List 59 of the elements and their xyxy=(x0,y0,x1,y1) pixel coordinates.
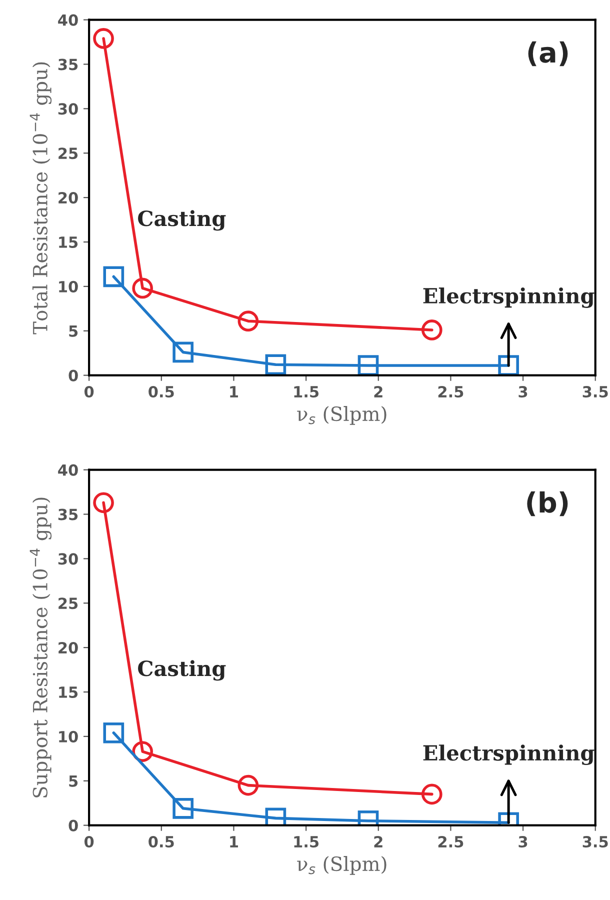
point xyxy=(265,354,286,376)
y-tick-label: 20 xyxy=(58,192,78,204)
text: (a) xyxy=(528,41,568,66)
y-tick-label: 10 xyxy=(59,280,78,292)
point xyxy=(93,492,114,514)
annotation: Electrspinning xyxy=(423,744,594,766)
x-axis-title: ν$_{s}$ (Slpm) xyxy=(297,406,386,425)
y-tick-label: 20 xyxy=(58,642,78,654)
annotation: Casting xyxy=(138,660,226,681)
y-axis-title: Total Resistance (10$^{−4}$ gpu) xyxy=(30,62,52,334)
y-tick-label: 35 xyxy=(58,508,78,520)
x-axis-title: ν$_{s}$ (Slpm) xyxy=(297,856,386,875)
x-tick-label: 0 xyxy=(84,386,94,398)
point xyxy=(421,320,442,340)
y-tick-label: 15 xyxy=(59,236,78,248)
y-tick-label: 5 xyxy=(69,776,78,787)
x-tick-label: 0.5 xyxy=(148,836,174,848)
point xyxy=(93,28,114,49)
point xyxy=(132,278,153,299)
x-tick-label: 2.5 xyxy=(438,836,464,848)
x-tick-label: 2 xyxy=(374,836,382,848)
y-axis-title: Support Resistance (10$^{−4}$ gpu) xyxy=(30,498,52,798)
point xyxy=(358,355,379,376)
text: (b) xyxy=(527,491,568,516)
y-tick-label: 5 xyxy=(69,326,78,337)
y-tick-label: 25 xyxy=(58,598,78,610)
point xyxy=(498,355,519,376)
x-tick-label: 1 xyxy=(230,836,238,848)
point xyxy=(238,774,259,796)
x-tick-label: 3 xyxy=(518,386,528,398)
annotation: Casting xyxy=(138,210,226,231)
point xyxy=(421,784,442,805)
x-tick-label: 1.5 xyxy=(294,386,319,398)
x-tick-label: 1.5 xyxy=(294,836,319,848)
x-tick-label: 2 xyxy=(374,386,382,398)
y-tick-label: 35 xyxy=(58,58,78,70)
y-tick-label: 40 xyxy=(58,464,78,476)
y-tick-label: 0 xyxy=(68,370,78,382)
annotation: Electrspinning xyxy=(423,287,594,308)
y-tick-label: 30 xyxy=(58,103,78,115)
x-tick-label: 3.5 xyxy=(582,386,608,398)
y-tick-label: 0 xyxy=(68,820,78,832)
y-tick-label: 40 xyxy=(58,14,78,26)
x-tick-label: 0.5 xyxy=(148,386,174,398)
x-tick-label: 3.5 xyxy=(582,836,608,848)
x-tick-label: 3 xyxy=(518,836,528,848)
point xyxy=(103,266,124,288)
point xyxy=(103,722,124,744)
y-tick-label: 25 xyxy=(58,148,78,160)
point xyxy=(172,342,194,363)
point xyxy=(172,798,194,819)
x-tick-label: 2.5 xyxy=(438,386,464,398)
x-tick-label: 1 xyxy=(230,386,238,398)
y-tick-label: 30 xyxy=(58,553,78,565)
y-tick-label: 15 xyxy=(59,686,78,698)
x-tick-label: 0 xyxy=(84,836,94,848)
point xyxy=(238,310,259,332)
y-tick-label: 10 xyxy=(59,730,78,742)
point xyxy=(265,808,286,826)
